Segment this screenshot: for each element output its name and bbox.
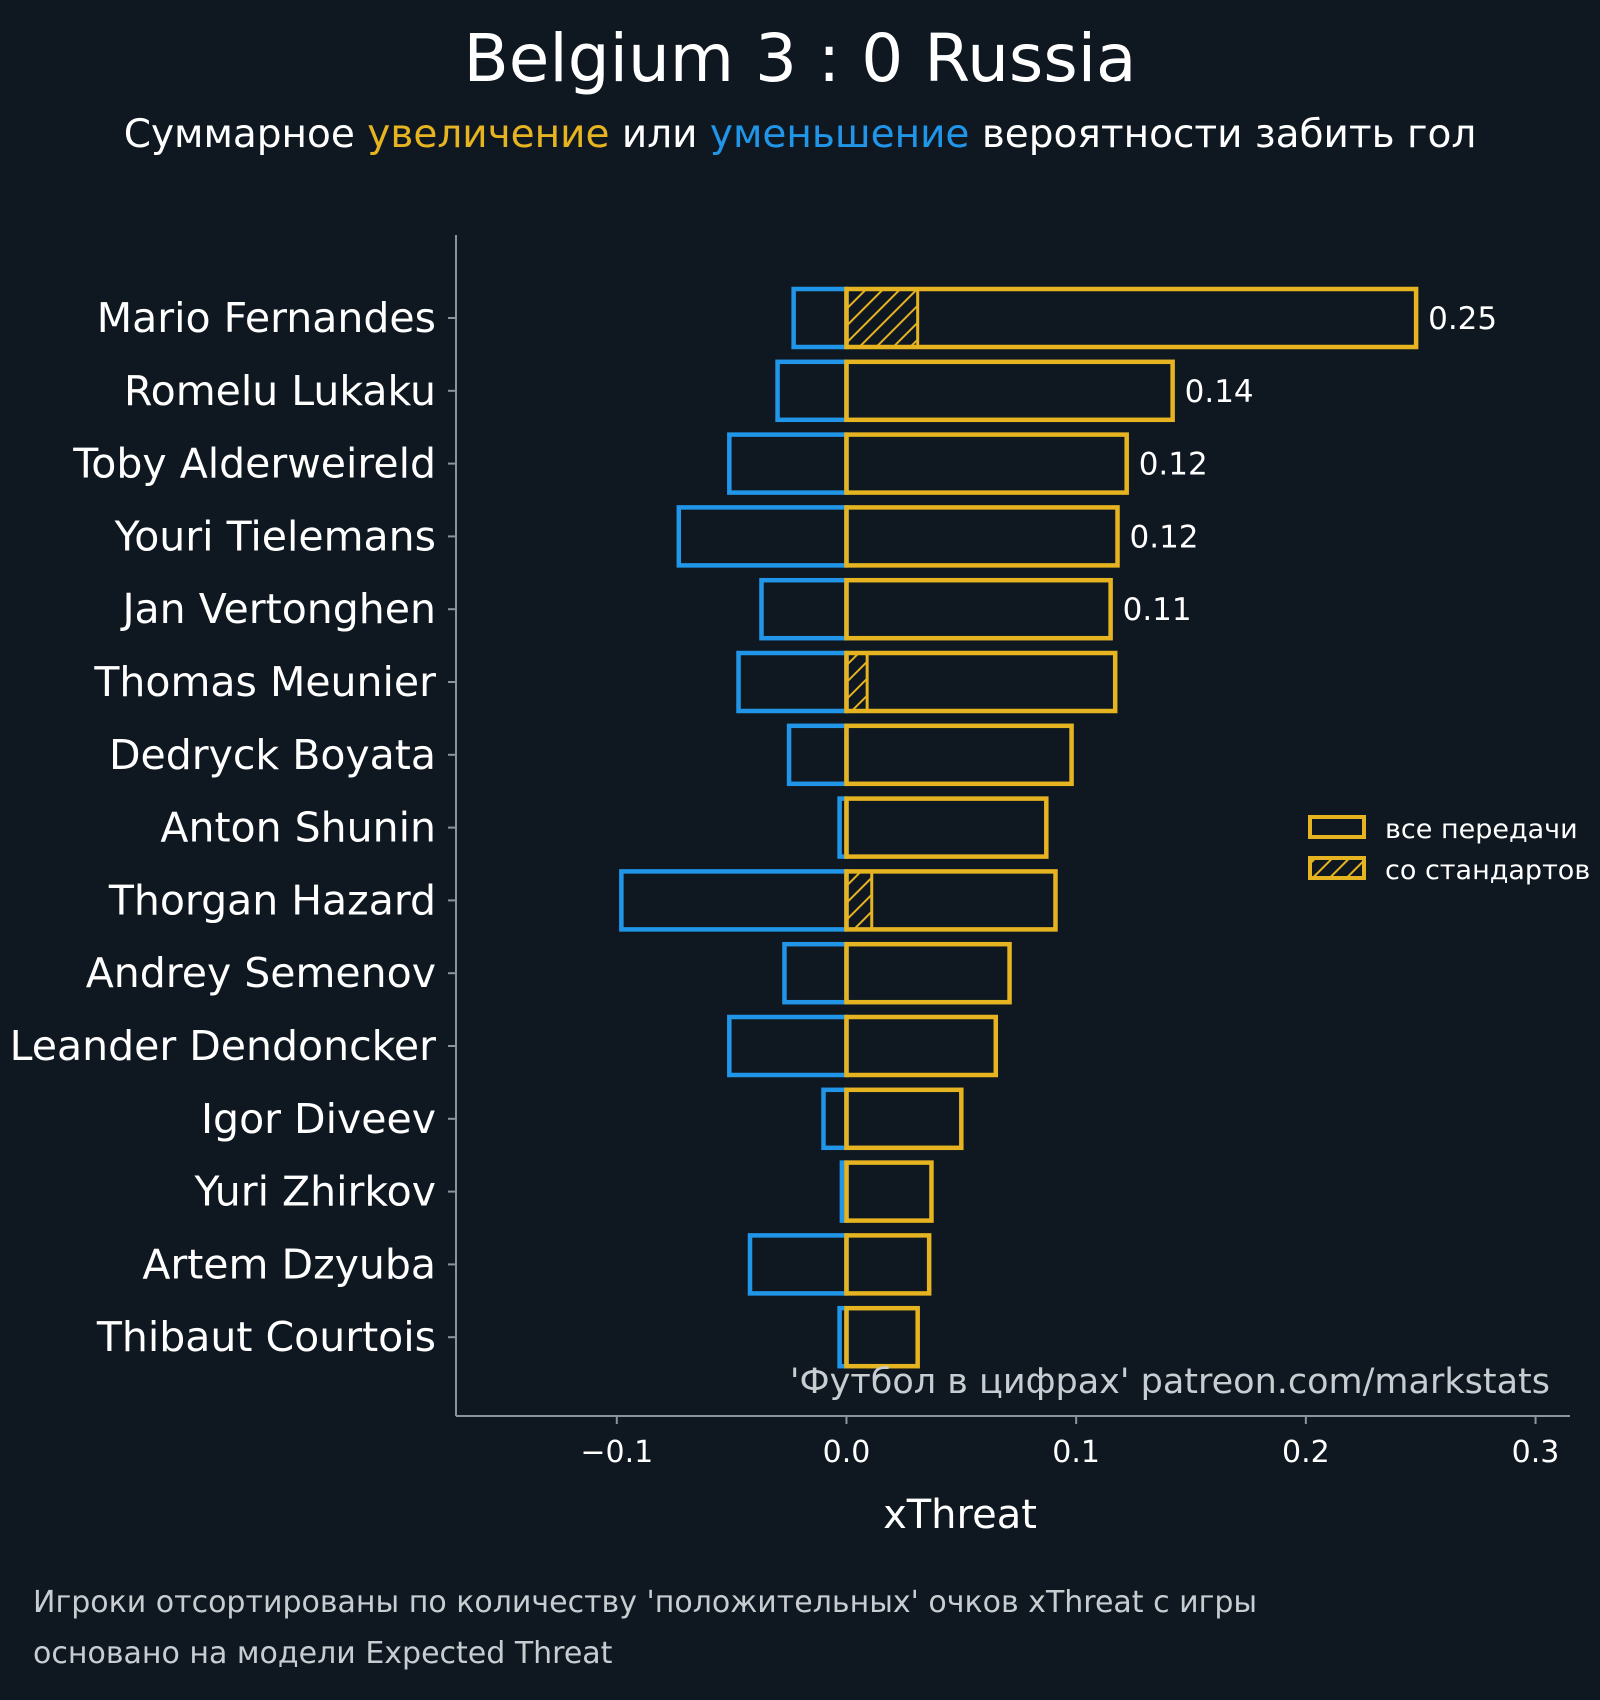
value-label: 0.25 <box>1428 301 1497 337</box>
watermark-text: 'Футбол в цифрах' patreon.com/markstats <box>790 1362 1550 1402</box>
subtitle-decrease-word: уменьшение <box>709 112 970 157</box>
negative-bar <box>791 286 849 350</box>
category-label: Thomas Meunier <box>93 658 436 706</box>
positive-bar <box>844 723 1074 787</box>
negative-bar <box>676 505 849 568</box>
negative-bar <box>727 1014 849 1078</box>
positive-bar <box>844 432 1129 495</box>
category-label: Thibaut Courtois <box>96 1313 436 1361</box>
positive-bar <box>844 1160 934 1223</box>
category-label: Toby Alderweireld <box>72 440 436 488</box>
positive-bar <box>844 505 1120 568</box>
positive-bars <box>844 286 1419 1369</box>
x-tick-label: −0.1 <box>580 1435 653 1470</box>
legend-label-set-pieces: со стандартов <box>1385 855 1590 886</box>
legend: все передачи со стандартов <box>1308 814 1590 886</box>
positive-bar <box>844 286 1419 350</box>
negative-bar <box>747 1233 849 1296</box>
x-tick-label: 0.3 <box>1512 1435 1560 1470</box>
value-label: 0.12 <box>1130 519 1199 555</box>
category-label: Anton Shunin <box>160 804 436 852</box>
positive-bar <box>844 1305 920 1369</box>
legend-label-all-passes: все передачи <box>1385 814 1578 845</box>
footnote-sorting: Игроки отсортированы по количеству 'поло… <box>33 1585 1258 1620</box>
category-label: Youri Tielemans <box>114 512 436 560</box>
x-axis-label: xThreat <box>883 1492 1037 1538</box>
negative-bar <box>775 359 849 423</box>
category-label: Yuri Zhirkov <box>193 1168 436 1216</box>
negative-bar <box>619 869 849 932</box>
positive-bar <box>844 796 1049 859</box>
category-label: Jan Vertonghen <box>119 585 436 633</box>
axes: −0.1 0.0 0.1 0.2 0.3 <box>448 235 1570 1470</box>
negative-bar <box>727 432 849 495</box>
category-label: Thorgan Hazard <box>108 876 436 924</box>
subtitle-connector: или <box>609 112 710 157</box>
category-label: Andrey Semenov <box>86 949 436 997</box>
subtitle-increase-word: увеличение <box>367 112 610 157</box>
chart-subtitle: Суммарное увеличение или уменьшение веро… <box>0 112 1600 157</box>
negative-bar <box>786 723 849 787</box>
chart-title: Belgium 3 : 0 Russia <box>463 20 1137 97</box>
category-label: Romelu Lukaku <box>124 367 436 415</box>
set-piece-bars <box>844 287 920 931</box>
x-tick-label: 0.2 <box>1282 1435 1330 1470</box>
value-label: 0.11 <box>1123 592 1192 628</box>
value-label: 0.12 <box>1139 447 1208 483</box>
set-piece-bar <box>844 869 874 931</box>
category-label: Dedryck Boyata <box>109 731 436 779</box>
category-label: Igor Diveev <box>201 1095 436 1143</box>
negative-bars <box>619 286 849 1369</box>
subtitle-prefix: Суммарное <box>123 112 368 157</box>
x-tick-label: 0.1 <box>1052 1435 1100 1470</box>
set-piece-bar <box>844 287 920 349</box>
negative-bar <box>759 577 849 641</box>
positive-bar <box>844 1014 999 1078</box>
legend-swatch-all-passes <box>1308 815 1366 839</box>
negative-bar <box>736 650 849 714</box>
positive-bar <box>844 1233 932 1296</box>
positive-bar <box>844 1087 964 1151</box>
set-piece-bar <box>844 651 869 713</box>
positive-bar <box>844 869 1058 932</box>
category-label: Mario Fernandes <box>97 294 436 342</box>
positive-bar <box>844 650 1118 714</box>
positive-bar <box>844 359 1175 423</box>
negative-bar <box>821 1087 849 1151</box>
value-label: 0.14 <box>1185 374 1254 410</box>
footnote-model: основано на модели Expected Threat <box>33 1636 613 1671</box>
legend-swatch-set-pieces <box>1308 856 1366 880</box>
category-label: Leander Dendoncker <box>10 1022 437 1070</box>
positive-bar <box>844 941 1012 1005</box>
subtitle-suffix: вероятности забить гол <box>969 112 1477 157</box>
x-tick-label: 0.0 <box>823 1435 871 1470</box>
category-labels: Mario Fernandes Romelu Lukaku Toby Alderwe… <box>10 294 437 1361</box>
positive-bar <box>844 577 1113 641</box>
value-labels: 0.25 0.14 0.12 0.12 0.11 <box>1123 301 1498 628</box>
category-label: Artem Dzyuba <box>142 1240 436 1288</box>
negative-bar <box>782 941 849 1005</box>
